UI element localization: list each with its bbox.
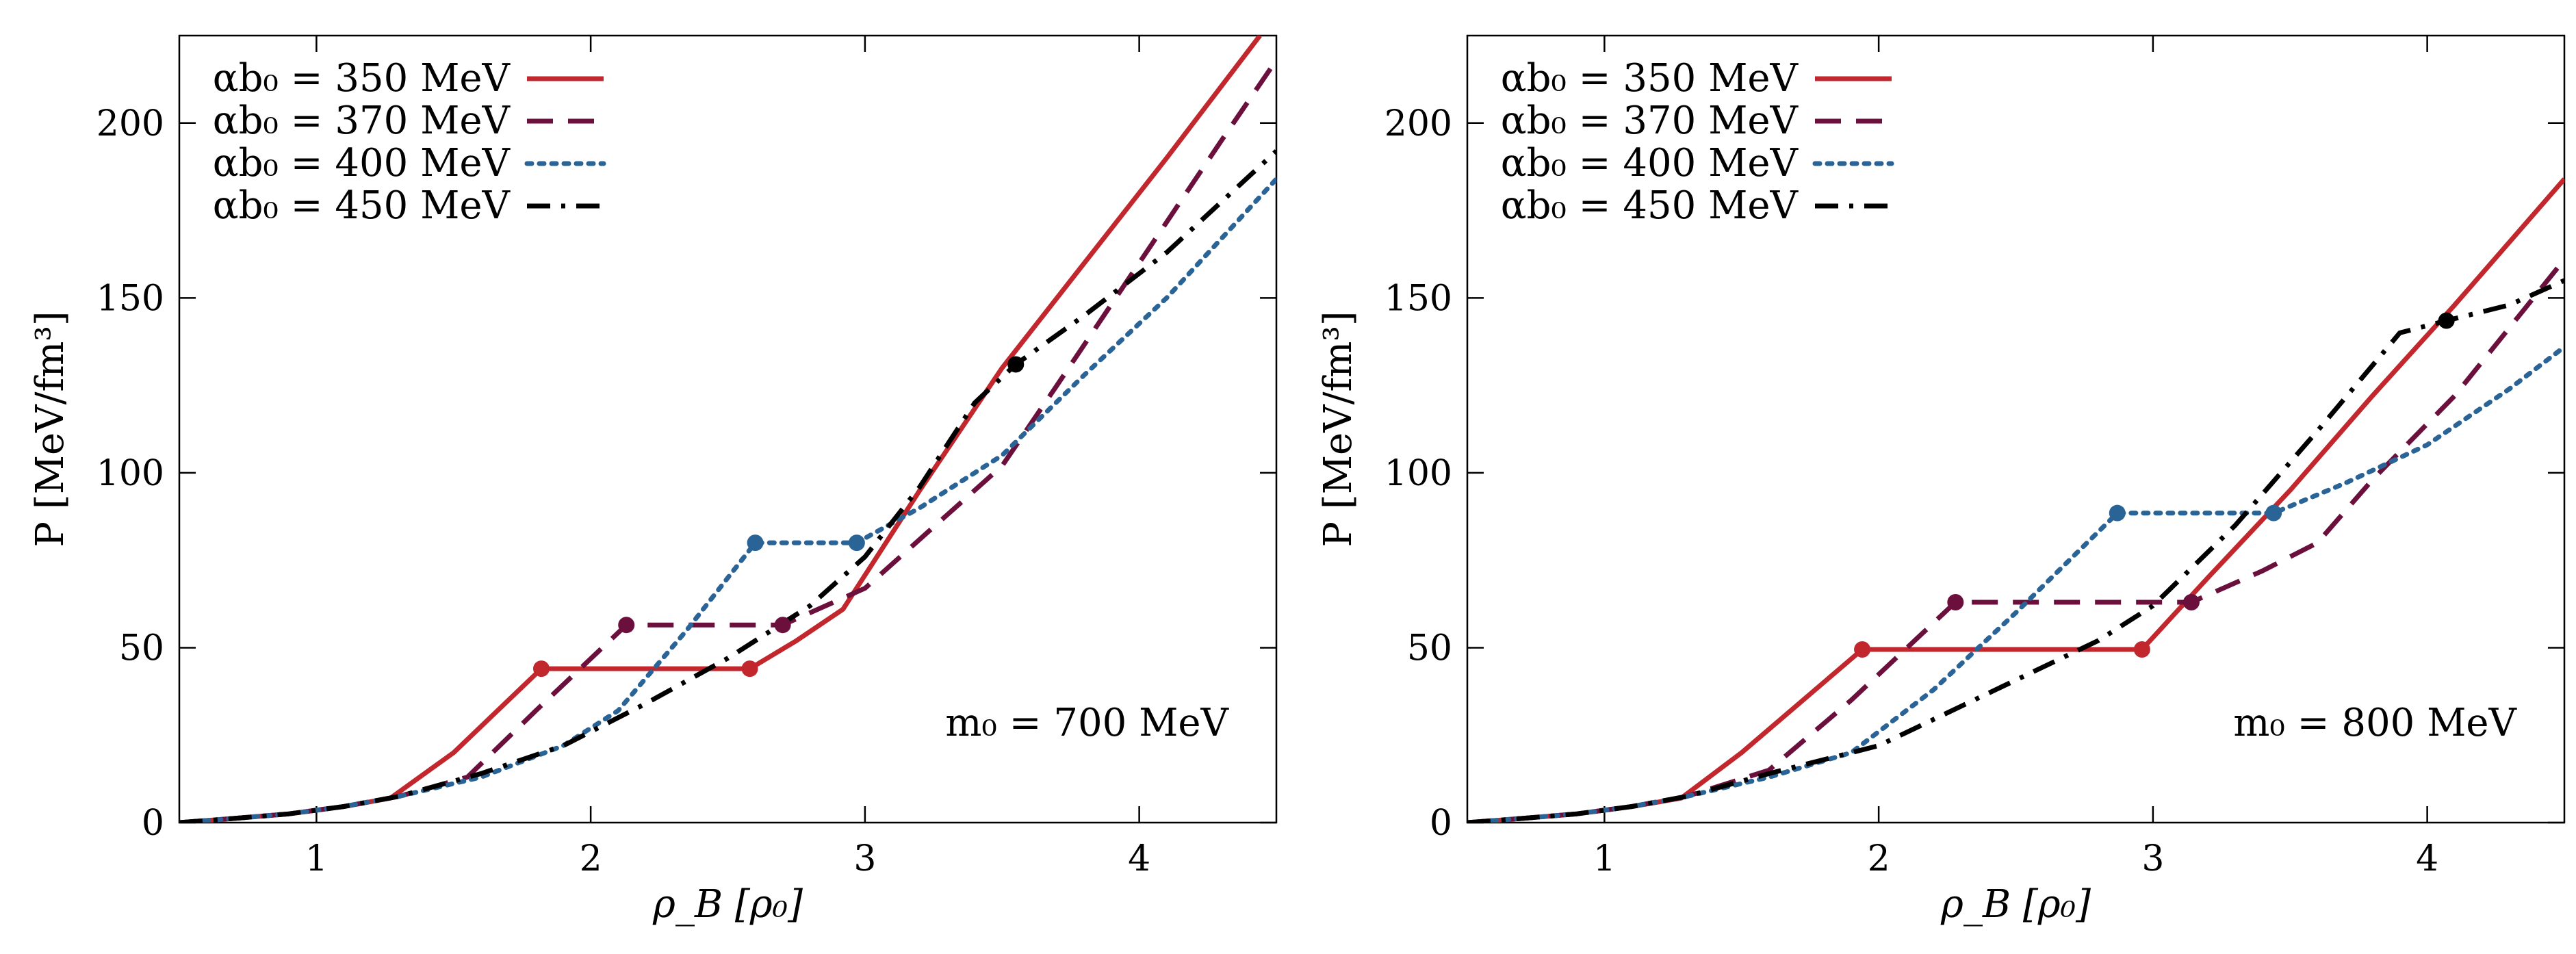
series-line-2 — [179, 177, 1276, 823]
y-tick-label: 200 — [1384, 103, 1452, 144]
y-tick-label: 0 — [1430, 803, 1452, 844]
legend-label: αb₀ = 400 MeV — [213, 141, 511, 185]
y-tick-label: 150 — [96, 278, 164, 319]
series-line-3 — [1467, 278, 2564, 823]
x-tick-label: 2 — [1868, 838, 1890, 879]
x-axis-label: ρ_B [ρ₀] — [1940, 882, 2091, 927]
transition-point-marker — [1947, 594, 1964, 610]
y-tick-label: 0 — [142, 803, 164, 844]
y-tick-label: 200 — [96, 103, 164, 144]
x-tick-label: 1 — [1593, 838, 1616, 879]
legend-label: αb₀ = 450 MeV — [1501, 183, 1799, 228]
x-tick-label: 1 — [305, 838, 328, 879]
transition-point-marker — [741, 660, 758, 678]
chart-panel-left: 1 2 3 4 0 50 100 150 200 ρ_B [ρ₀] P [MeV/fm³] αb₀ =… — [28, 34, 1278, 927]
transition-point-marker — [2133, 641, 2150, 658]
transition-point-marker — [747, 534, 764, 552]
x-tick-label: 3 — [2141, 838, 2164, 879]
legend-label: αb₀ = 350 MeV — [213, 56, 511, 101]
transition-point-marker — [618, 617, 635, 634]
transition-point-marker — [1854, 641, 1871, 658]
series-line-1 — [1467, 257, 2564, 823]
plot-frame — [1466, 34, 2566, 824]
y-axis-label: P [MeV/fm³] — [28, 311, 73, 547]
y-axis-label: P [MeV/fm³] — [1316, 311, 1361, 547]
transition-point-marker — [2265, 504, 2282, 521]
series-group — [1467, 177, 2564, 823]
transition-point-marker — [774, 617, 791, 634]
legend-label: αb₀ = 370 MeV — [1501, 99, 1799, 143]
y-tick-label: 150 — [1384, 278, 1452, 319]
transition-point-marker — [848, 534, 865, 552]
y-tick-label: 50 — [119, 628, 164, 669]
series-line-2 — [1467, 344, 2564, 823]
x-axis-label: ρ_B [ρ₀] — [652, 882, 803, 927]
transition-point-marker — [1007, 356, 1025, 373]
y-tick-label: 100 — [96, 453, 164, 494]
legend-label: αb₀ = 350 MeV — [1501, 56, 1799, 101]
mass-annotation: m₀ = 700 MeV — [945, 701, 1229, 745]
x-tick-label: 2 — [580, 838, 602, 879]
y-tick-label: 100 — [1384, 453, 1452, 494]
legend-label: αb₀ = 370 MeV — [213, 99, 511, 143]
x-tick-label: 4 — [2416, 838, 2438, 879]
transition-point-marker — [532, 660, 550, 678]
mass-annotation: m₀ = 800 MeV — [2233, 701, 2517, 745]
chart-svg-left: 1 2 3 4 0 50 100 150 200 ρ_B [ρ₀] P [MeV/fm³] αb₀ =… — [28, 34, 1278, 927]
series-group — [179, 36, 1276, 823]
plot-frame — [178, 34, 1278, 824]
series-line-3 — [179, 149, 1276, 823]
x-tick-label: 3 — [853, 838, 876, 879]
chart-svg-right: 1 2 3 4 0 50 100 150 200 ρ_B [ρ₀] P [MeV/fm³] αb₀ =… — [1316, 34, 2566, 927]
legend-label: αb₀ = 450 MeV — [213, 183, 511, 228]
chart-panel-right: 1 2 3 4 0 50 100 150 200 ρ_B [ρ₀] P [MeV/fm³] αb₀ =… — [1288, 0, 2576, 954]
y-tick-label: 50 — [1407, 628, 1452, 669]
transition-point-marker — [2182, 594, 2200, 610]
transition-point-marker — [2438, 312, 2455, 329]
legend-label: αb₀ = 400 MeV — [1501, 141, 1799, 185]
x-tick-label: 4 — [1128, 838, 1150, 879]
transition-point-marker — [2109, 504, 2126, 521]
